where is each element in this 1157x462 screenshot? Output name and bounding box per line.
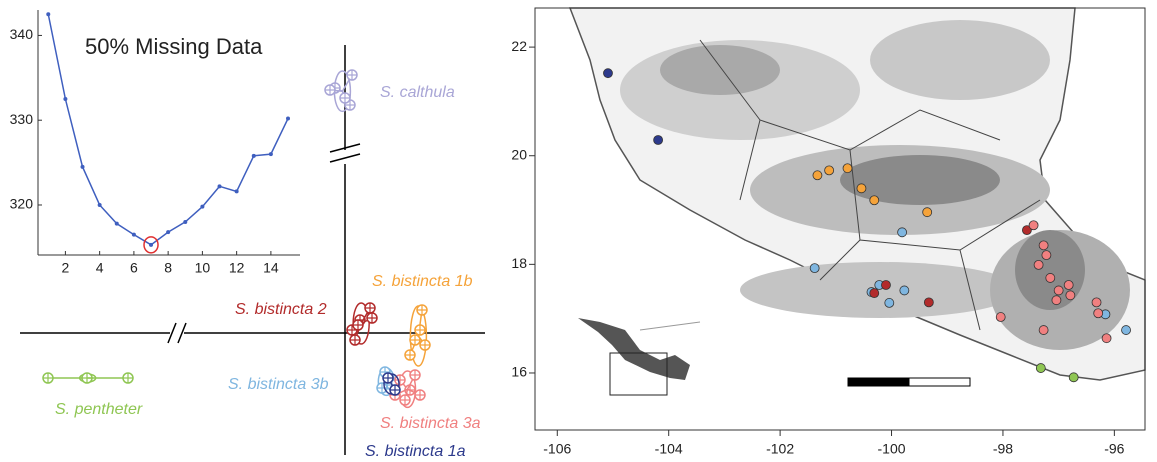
group-label: S. bistincta 1b xyxy=(372,273,473,290)
point xyxy=(400,395,410,405)
site xyxy=(900,286,909,295)
group-label: S. calthula xyxy=(380,84,455,101)
group-label: S. bistincta 3a xyxy=(380,415,481,432)
point xyxy=(390,385,400,395)
point xyxy=(353,320,363,330)
site xyxy=(1029,221,1038,230)
site xyxy=(825,166,834,175)
point xyxy=(235,189,239,193)
x-tick-label: -100 xyxy=(878,441,906,457)
site xyxy=(881,280,890,289)
y-tick-label: 18 xyxy=(511,255,527,271)
x-tick-label: 6 xyxy=(130,260,138,276)
group-label: S. bistincta 2 xyxy=(235,301,327,318)
site xyxy=(898,228,907,237)
site xyxy=(603,69,612,78)
site xyxy=(1042,251,1051,260)
point xyxy=(377,383,387,393)
point xyxy=(410,335,420,345)
point xyxy=(365,303,375,313)
group-label: S. pentheter xyxy=(55,401,143,418)
site xyxy=(1066,291,1075,300)
point xyxy=(63,97,67,101)
x-tick-label: 14 xyxy=(263,260,279,276)
point xyxy=(350,335,360,345)
x-tick-label: -96 xyxy=(1104,441,1124,457)
site xyxy=(813,171,822,180)
site xyxy=(1034,260,1043,269)
point xyxy=(410,370,420,380)
site xyxy=(924,298,933,307)
x-tick-label: 12 xyxy=(229,260,245,276)
site xyxy=(1054,286,1063,295)
point xyxy=(415,390,425,400)
site xyxy=(923,208,932,217)
point xyxy=(46,12,50,16)
x-tick-label: 10 xyxy=(195,260,211,276)
point xyxy=(405,350,415,360)
point xyxy=(286,117,290,121)
point xyxy=(252,154,256,158)
map-background xyxy=(570,8,1145,395)
site xyxy=(1039,326,1048,335)
x-tick-label: 8 xyxy=(164,260,172,276)
site xyxy=(1069,373,1078,382)
site xyxy=(654,135,663,144)
point xyxy=(383,373,393,383)
site xyxy=(857,184,866,193)
site xyxy=(1064,280,1073,289)
site xyxy=(1092,298,1101,307)
site xyxy=(810,264,819,273)
y-tick-label: 22 xyxy=(511,38,527,54)
site xyxy=(870,196,879,205)
point xyxy=(269,152,273,156)
point xyxy=(200,205,204,209)
site xyxy=(1102,334,1111,343)
point xyxy=(115,222,119,226)
point xyxy=(98,203,102,207)
point xyxy=(218,184,222,188)
site xyxy=(1052,296,1061,305)
point xyxy=(123,373,133,383)
site xyxy=(1036,364,1045,373)
point xyxy=(417,305,427,315)
site xyxy=(843,164,852,173)
group-label: S. bistincta 1a xyxy=(365,443,466,460)
point xyxy=(420,340,430,350)
y-tick-label: 16 xyxy=(511,364,527,380)
site xyxy=(996,313,1005,322)
x-tick-label: -98 xyxy=(993,441,1013,457)
chart-title: 50% Missing Data xyxy=(85,34,263,59)
point xyxy=(415,325,425,335)
site xyxy=(1039,241,1048,250)
point xyxy=(149,243,153,247)
y-tick-label: 320 xyxy=(10,196,34,212)
x-tick-label: -104 xyxy=(655,441,683,457)
point xyxy=(43,373,53,383)
y-tick-label: 340 xyxy=(10,26,34,42)
site xyxy=(1122,326,1131,335)
point xyxy=(347,70,357,80)
point xyxy=(166,230,170,234)
point xyxy=(367,313,377,323)
x-tick-label: -102 xyxy=(766,441,794,457)
site xyxy=(1094,309,1103,318)
site xyxy=(870,289,879,298)
point xyxy=(183,220,187,224)
point xyxy=(132,233,136,237)
point xyxy=(325,85,335,95)
x-tick-label: 4 xyxy=(96,260,104,276)
axis-break xyxy=(335,150,355,164)
point xyxy=(81,165,85,169)
x-tick-label: 2 xyxy=(62,260,70,276)
y-tick-label: 330 xyxy=(10,111,34,127)
site xyxy=(885,298,894,307)
point xyxy=(340,93,350,103)
y-tick-label: 20 xyxy=(511,146,527,162)
site xyxy=(1046,273,1055,282)
group-label: S. bistincta 3b xyxy=(228,376,329,393)
x-tick-label: -106 xyxy=(543,441,571,457)
figure: 320 330 340 2 4 6 8 10 12 14 50% Missing Data S. ca… xyxy=(0,0,1157,462)
